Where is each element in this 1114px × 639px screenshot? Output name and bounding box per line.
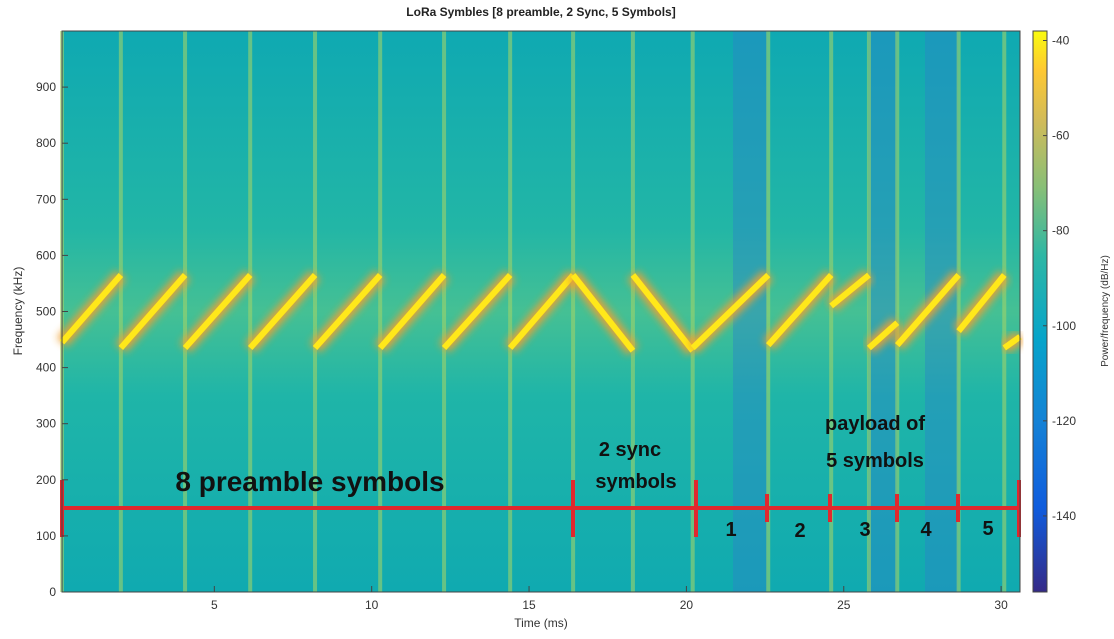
y-tick-label: 100 <box>36 529 56 543</box>
x-tick-label: 30 <box>994 598 1008 612</box>
x-tick-label: 25 <box>837 598 851 612</box>
x-tick-label: 5 <box>211 598 218 612</box>
chirp <box>765 273 834 348</box>
y-tick-label: 400 <box>36 361 56 375</box>
colorbar-tick-label: -40 <box>1052 34 1070 48</box>
payload-shading <box>733 31 958 592</box>
chirp <box>441 273 513 350</box>
x-tick-label: 20 <box>680 598 694 612</box>
chirp <box>247 273 318 350</box>
annotation: 5 symbols <box>826 450 924 472</box>
chirp <box>377 273 447 350</box>
colorbar <box>1032 30 1048 593</box>
annotation: 1 <box>725 519 736 541</box>
chirp <box>312 273 383 350</box>
colorbar-tick-label: -120 <box>1052 414 1076 428</box>
x-tick-label: 10 <box>365 598 379 612</box>
colorbar-tick-label: -60 <box>1052 129 1070 143</box>
chirp <box>118 273 188 350</box>
y-axis-label: Frequency (kHz) <box>11 267 25 356</box>
chart-title: LoRa Symbles [8 preamble, 2 Sync, 5 Symb… <box>406 5 675 19</box>
colorbar-tick-label: -80 <box>1052 224 1070 238</box>
chirp <box>507 273 576 350</box>
annotation: 2 <box>794 520 805 542</box>
colorbar-tick-label: -100 <box>1052 319 1076 333</box>
y-tick-label: 200 <box>36 473 56 487</box>
chirp <box>630 273 696 353</box>
annotation: 2 sync <box>599 439 661 461</box>
annotation: payload of <box>825 413 925 435</box>
chirp <box>570 273 636 353</box>
colorbar-label: Power/frequency (dB/Hz) <box>1100 255 1111 367</box>
x-tick-label: 15 <box>522 598 536 612</box>
y-tick-label: 300 <box>36 417 56 431</box>
chirp <box>59 273 124 345</box>
annotation: symbols <box>595 471 676 493</box>
y-tick-label: 600 <box>36 248 56 262</box>
y-tick-label: 800 <box>36 136 56 150</box>
y-tick-label: 900 <box>36 80 56 94</box>
y-tick-label: 500 <box>36 305 56 319</box>
chirp <box>182 273 253 350</box>
annotation: 8 preamble symbols <box>175 466 444 497</box>
chirp <box>895 273 961 348</box>
colorbar-tick-label: -140 <box>1052 509 1076 523</box>
chirp <box>1002 334 1022 351</box>
annotation: 3 <box>859 519 870 541</box>
annotation: 5 <box>982 518 993 540</box>
chirp <box>690 272 771 351</box>
x-axis-label: Time (ms) <box>514 616 568 630</box>
chirp <box>866 320 900 351</box>
y-tick-label: 700 <box>36 192 56 206</box>
chirp <box>956 273 1007 334</box>
y-tick-label: 0 <box>49 585 56 599</box>
annotation: 4 <box>920 519 932 541</box>
chirp <box>829 272 871 309</box>
